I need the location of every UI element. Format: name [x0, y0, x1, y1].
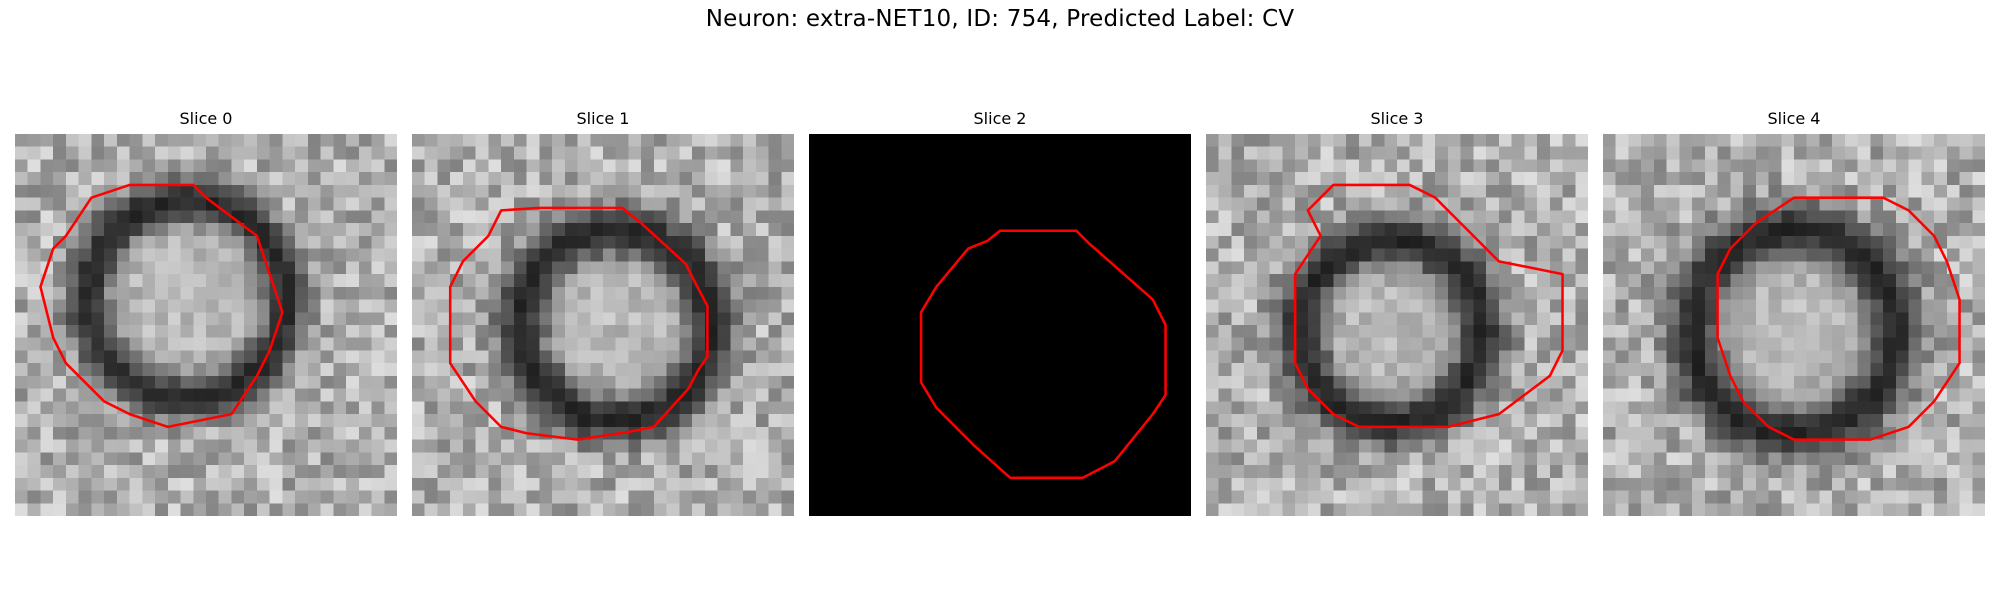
slice-panel-4: Slice 4: [1603, 110, 1985, 516]
slice-image: [809, 134, 1191, 516]
slice-title: Slice 1: [576, 109, 630, 128]
slice-title: Slice 0: [179, 109, 233, 128]
segmentation-contour: [448, 206, 709, 441]
slice-image: [1603, 134, 1985, 516]
segmentation-contour: [1716, 196, 1961, 441]
slice-image: [15, 134, 397, 516]
slice-panel-2: Slice 2: [809, 110, 1191, 516]
slice-title: Slice 4: [1767, 109, 1821, 128]
slice-image: [1206, 134, 1588, 516]
slice-title: Slice 2: [973, 109, 1027, 128]
slice-image: [412, 134, 794, 516]
segmentation-contour: [1293, 183, 1564, 429]
segmentation-contour: [39, 183, 284, 429]
figure-title: Neuron: extra-NET10, ID: 754, Predicted …: [705, 6, 1295, 32]
slice-panel-1: Slice 1: [412, 110, 794, 516]
slice-panel-0: Slice 0: [15, 110, 397, 516]
blank-slice-background: [809, 134, 1191, 516]
slice-title: Slice 3: [1370, 109, 1424, 128]
segmentation-contour: [919, 229, 1167, 480]
slice-panel-3: Slice 3: [1206, 110, 1588, 516]
